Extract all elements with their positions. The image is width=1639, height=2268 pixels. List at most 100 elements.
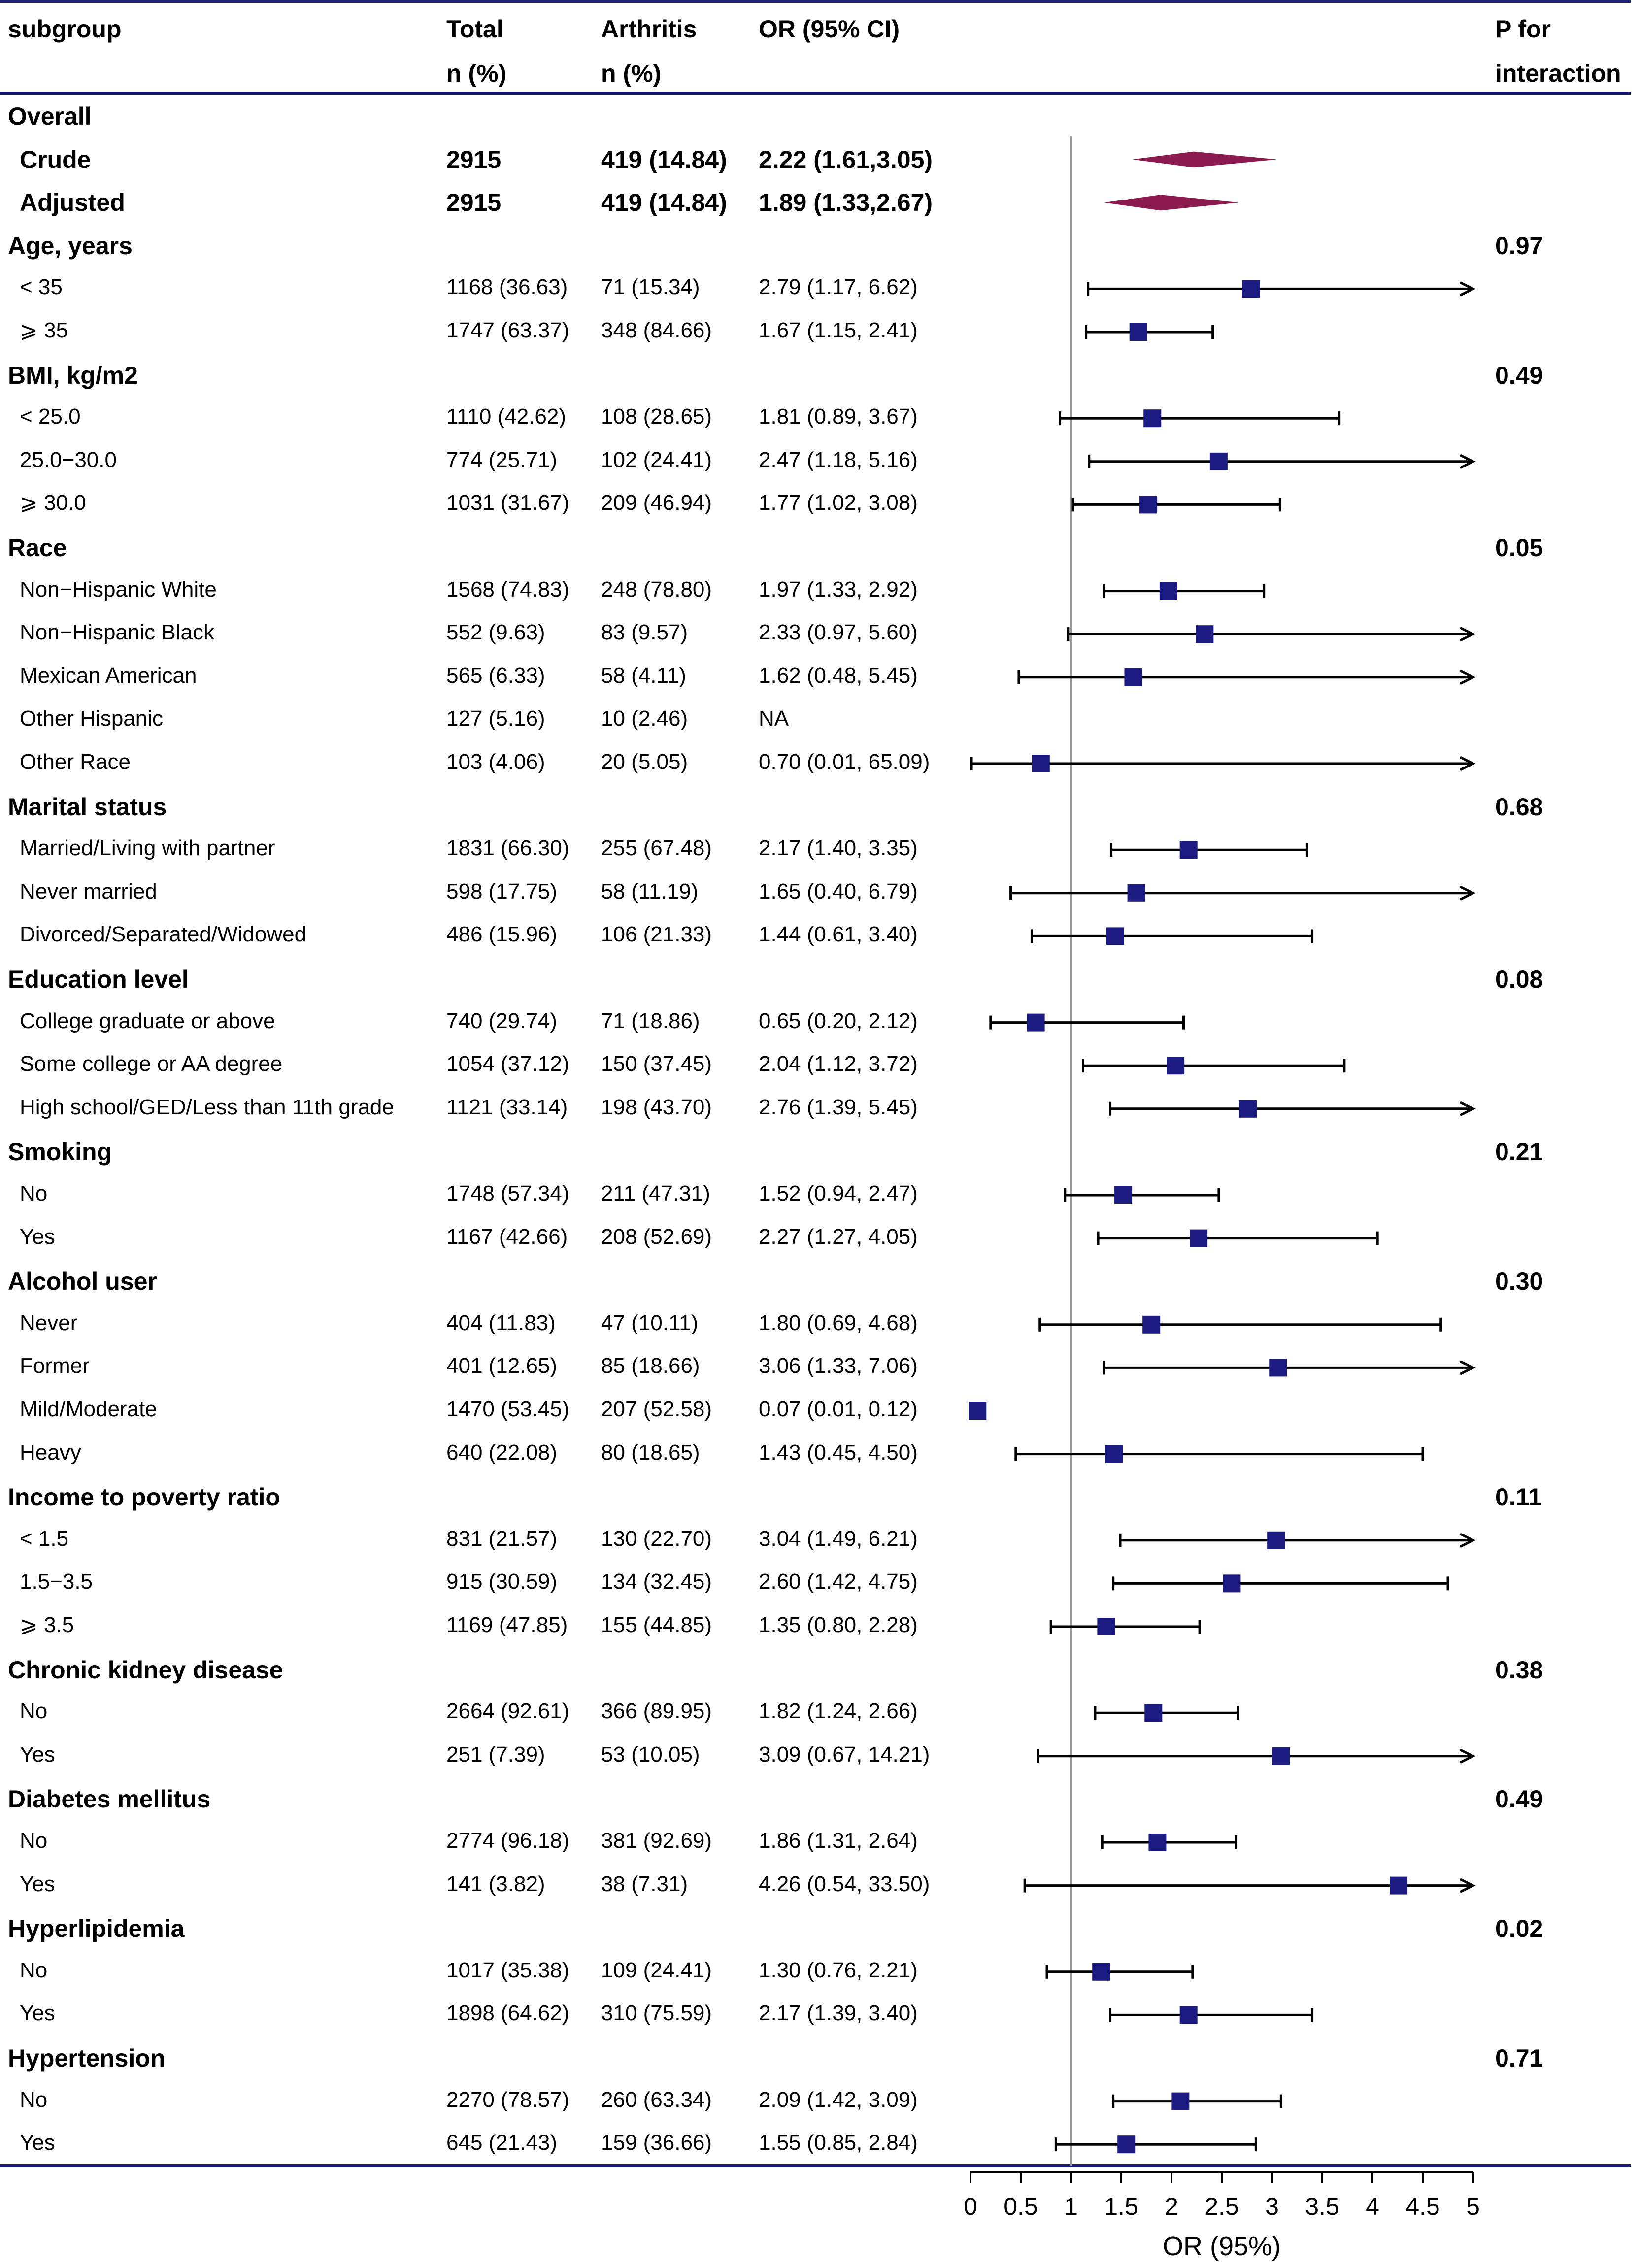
subgroup-label: Other Hispanic — [20, 706, 164, 731]
or-ci-value: 2.04 (1.12, 3.72) — [759, 1052, 918, 1076]
point-estimate-marker — [1114, 1186, 1133, 1204]
or-ci-value: 1.89 (1.33,2.67) — [759, 189, 933, 217]
or-ci-value: 0.07 (0.01, 0.12) — [759, 1397, 918, 1421]
arthritis-value: 255 (67.48) — [601, 836, 712, 861]
or-ci-value: 2.09 (1.42, 3.09) — [759, 2087, 918, 2112]
header-subgroup: subgroup — [8, 15, 122, 43]
arthritis-value: 130 (22.70) — [601, 1526, 712, 1551]
subgroup-label: Never married — [20, 879, 157, 903]
arthritis-value: 419 (14.84) — [601, 189, 727, 217]
or-ci-value: 1.86 (1.31, 2.64) — [759, 1829, 918, 1853]
overall-label: Adjusted — [20, 189, 125, 217]
subgroup-label: < 35 — [20, 275, 63, 300]
arthritis-value: 348 (84.66) — [601, 318, 712, 342]
total-value: 1748 (57.34) — [446, 1181, 569, 1205]
header-arthritis: Arthritis — [601, 15, 697, 43]
subgroup-label: No — [20, 1699, 48, 1724]
or-ci-value: 1.44 (0.61, 3.40) — [759, 922, 918, 947]
subgroup-label: Yes — [20, 2131, 55, 2155]
ci-arrow-right — [1459, 1748, 1476, 1764]
x-tick-label: 4.5 — [1405, 2193, 1440, 2220]
section-label: Hyperlipidemia — [8, 1915, 185, 1943]
subgroup-label: Never — [20, 1310, 78, 1335]
total-value: 1169 (47.85) — [446, 1613, 568, 1637]
point-estimate-marker — [1242, 280, 1260, 298]
header-p-interaction-line2: interaction — [1495, 60, 1621, 87]
total-value: 401 (12.65) — [446, 1354, 558, 1378]
or-ci-value: NA — [759, 706, 789, 731]
subgroup-label: < 25.0 — [20, 404, 81, 429]
or-ci-value: 1.35 (0.80, 2.28) — [759, 1613, 918, 1637]
subgroup-label: Mexican American — [20, 663, 197, 688]
subgroup-label: Former — [20, 1354, 90, 1378]
point-estimate-marker — [1159, 582, 1177, 600]
arthritis-value: 58 (11.19) — [601, 879, 699, 903]
total-value: 1167 (42.66) — [446, 1224, 568, 1249]
x-tick-label: 5 — [1466, 2193, 1480, 2220]
arthritis-value: 209 (46.94) — [601, 491, 712, 515]
subgroup-label: Other Race — [20, 750, 131, 774]
point-estimate-marker — [1269, 1359, 1287, 1377]
header-total: Total — [446, 15, 503, 43]
subgroup-label: Non−Hispanic White — [20, 577, 217, 601]
point-estimate-marker — [1027, 1013, 1045, 1032]
section-label: Marital status — [8, 793, 167, 821]
subgroup-label: No — [20, 2087, 48, 2112]
or-ci-value: 1.67 (1.15, 2.41) — [759, 318, 918, 342]
subgroup-label: ⩾ 35 — [20, 318, 68, 342]
arthritis-value: 211 (47.31) — [601, 1181, 710, 1205]
total-value: 1017 (35.38) — [446, 1958, 569, 1982]
section-label: Income to poverty ratio — [8, 1483, 280, 1511]
subgroup-label: Heavy — [20, 1440, 81, 1465]
total-value: 1747 (63.37) — [446, 318, 569, 342]
arthritis-value: 155 (44.85) — [601, 1613, 712, 1637]
or-ci-value: 2.76 (1.39, 5.45) — [759, 1095, 918, 1119]
ci-arrow-right — [1459, 756, 1476, 771]
subgroup-label: < 1.5 — [20, 1526, 69, 1551]
total-value: 831 (21.57) — [446, 1526, 558, 1551]
or-ci-value: 4.26 (0.54, 33.50) — [759, 1871, 930, 1896]
arthritis-value: 47 (10.11) — [601, 1310, 699, 1335]
total-value: 141 (3.82) — [446, 1871, 545, 1896]
total-value: 552 (9.63) — [446, 620, 545, 645]
ci-arrow-right — [1459, 669, 1476, 685]
total-value: 1054 (37.12) — [446, 1052, 569, 1076]
point-estimate-marker — [1223, 1574, 1241, 1593]
point-estimate-marker — [1032, 755, 1050, 772]
overall-diamond — [1104, 195, 1239, 211]
overall-diamond — [1132, 151, 1277, 167]
p-interaction-value: 0.97 — [1495, 232, 1543, 260]
arthritis-value: 102 (24.41) — [601, 447, 712, 472]
point-estimate-marker — [969, 1402, 987, 1420]
section-label: BMI, kg/m2 — [8, 361, 138, 389]
header-arthritis-unit: n (%) — [601, 60, 662, 87]
subgroup-label: Non−Hispanic Black — [20, 620, 214, 645]
or-ci-value: 3.09 (0.67, 14.21) — [759, 1742, 930, 1767]
subgroup-label: ⩾ 30.0 — [20, 491, 86, 515]
arthritis-value: 159 (36.66) — [601, 2131, 712, 2155]
or-ci-value: 1.80 (0.69, 4.68) — [759, 1310, 918, 1335]
arthritis-value: 108 (28.65) — [601, 404, 712, 429]
p-interaction-value: 0.68 — [1495, 793, 1543, 821]
or-ci-value: 1.62 (0.48, 5.45) — [759, 663, 918, 688]
bottom-rule — [0, 2164, 1631, 2167]
arthritis-value: 10 (2.46) — [601, 706, 688, 731]
total-value: 2915 — [446, 145, 502, 173]
total-value: 645 (21.43) — [446, 2131, 558, 2155]
section-label: Education level — [8, 966, 189, 993]
arthritis-value: 85 (18.66) — [601, 1354, 700, 1378]
p-interaction-value: 0.05 — [1495, 534, 1543, 562]
p-interaction-value: 0.08 — [1495, 966, 1543, 993]
x-tick-label: 3.5 — [1305, 2193, 1339, 2220]
total-value: 740 (29.74) — [446, 1008, 558, 1033]
total-value: 404 (11.83) — [446, 1310, 556, 1335]
arthritis-value: 134 (32.45) — [601, 1569, 712, 1594]
point-estimate-marker — [1209, 452, 1228, 470]
point-estimate-marker — [1171, 2092, 1190, 2110]
point-estimate-marker — [1190, 1229, 1208, 1247]
x-tick-label: 4 — [1366, 2193, 1379, 2220]
or-ci-value: 1.65 (0.40, 6.79) — [759, 879, 918, 903]
or-ci-value: 2.17 (1.40, 3.35) — [759, 836, 918, 861]
